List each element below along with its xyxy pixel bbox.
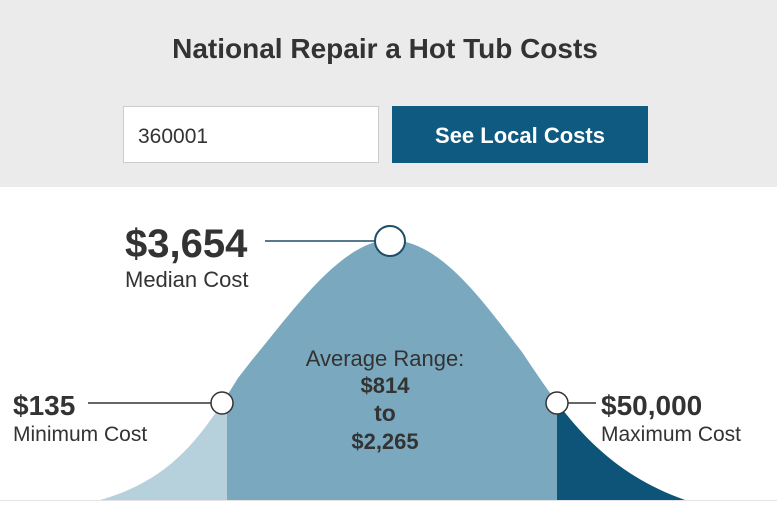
min-value: $135	[13, 390, 75, 421]
zip-value[interactable]: 360001	[138, 125, 208, 148]
max-label: Maximum Cost	[601, 423, 741, 446]
median-value: $3,654	[125, 222, 248, 266]
curve-mid	[227, 240, 557, 500]
median-label: Median Cost	[125, 267, 249, 292]
see-local-costs-button[interactable]	[392, 106, 648, 163]
min-label: Minimum Cost	[13, 423, 147, 446]
button-label[interactable]: See Local Costs	[435, 123, 605, 148]
range-joiner: to	[374, 400, 396, 426]
bell-curve	[100, 240, 685, 500]
range-low: $814	[361, 373, 411, 398]
range-high: $2,265	[351, 429, 418, 454]
zip-input[interactable]	[123, 106, 379, 163]
max-dot	[545, 391, 569, 415]
header-band	[0, 0, 777, 187]
min-dot	[210, 391, 234, 415]
curve-low	[100, 395, 227, 500]
title: National Repair a Hot Tub Costs	[172, 33, 598, 64]
range-label: Average Range:	[306, 346, 465, 371]
curve-high	[557, 402, 685, 500]
median-dot	[374, 225, 406, 257]
max-value: $50,000	[601, 390, 702, 421]
